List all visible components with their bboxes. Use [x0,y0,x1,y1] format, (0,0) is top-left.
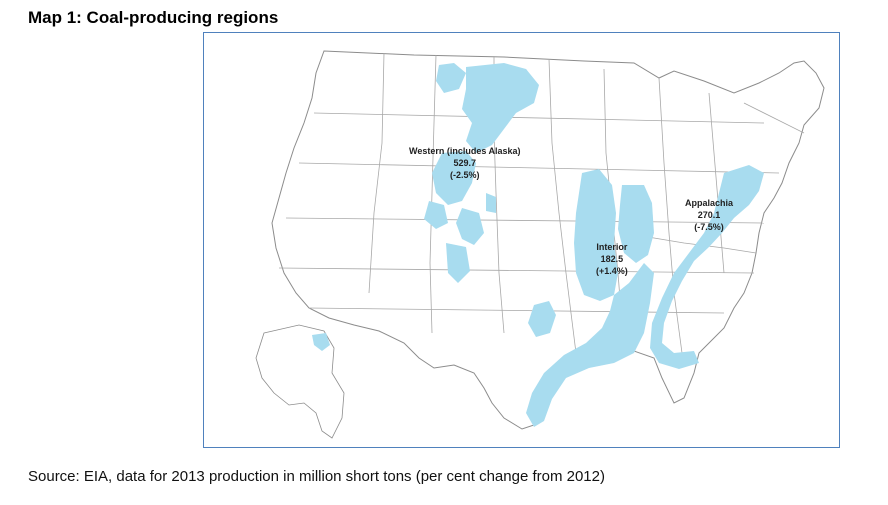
source-note: Source: EIA, data for 2013 production in… [28,468,605,485]
us-map [255,50,825,439]
western-name: Western (includes Alaska) [409,146,521,156]
interior-coal-area [526,169,654,427]
western-value: 529.7 [453,158,477,168]
interior-region-label: Interior 182.5 (+1.4%) [596,241,628,277]
map-title: Map 1: Coal-producing regions [28,8,279,27]
western-region-label: Western (includes Alaska) 529.7 (-2.5%) [409,145,521,181]
interior-name: Interior [596,242,628,252]
interior-value: 182.5 [600,254,624,264]
appalachia-region-label: Appalachia 270.1 (-7.5%) [685,197,733,233]
alaska [255,324,345,439]
appalachia-change: (-7.5%) [694,222,724,232]
western-change: (-2.5%) [450,170,480,180]
interior-change: (+1.4%) [596,266,628,276]
us-outline [271,50,825,430]
western-coal-area [424,63,539,283]
map-frame: Western (includes Alaska) 529.7 (-2.5%) … [203,32,840,448]
appalachia-value: 270.1 [697,210,721,220]
appalachia-coal-area [650,165,764,369]
appalachia-name: Appalachia [685,198,734,208]
